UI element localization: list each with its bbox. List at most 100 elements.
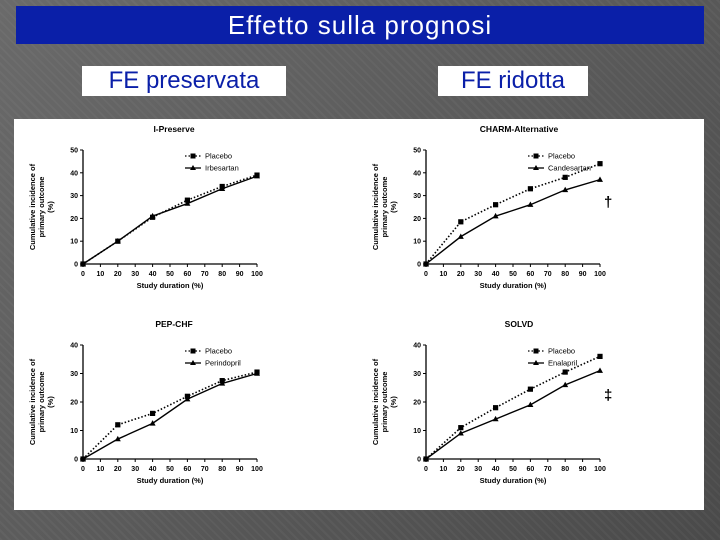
y-axis-label-line: primary outcome bbox=[380, 372, 389, 433]
point-candesartan bbox=[457, 233, 464, 239]
point-irbesartan bbox=[149, 212, 156, 219]
x-tick-label: 0 bbox=[424, 466, 428, 473]
legend-label: Placebo bbox=[205, 347, 232, 356]
x-tick-label: 30 bbox=[474, 466, 482, 473]
y-tick-label: 20 bbox=[70, 216, 78, 223]
point-placebo bbox=[458, 425, 464, 431]
x-tick-label: 90 bbox=[579, 466, 587, 473]
x-tick-label: 40 bbox=[492, 466, 500, 473]
x-tick-label: 10 bbox=[97, 271, 105, 278]
point-perindopril bbox=[80, 455, 86, 462]
x-tick-label: 0 bbox=[424, 271, 428, 278]
legend-label: Perindopril bbox=[205, 359, 241, 368]
point-placebo bbox=[493, 405, 499, 411]
point-candesartan bbox=[527, 201, 534, 207]
y-tick-label: 0 bbox=[417, 457, 421, 464]
point-candesartan bbox=[597, 176, 603, 182]
point-placebo bbox=[184, 197, 190, 203]
legend-label: Candesartan bbox=[548, 164, 591, 173]
x-tick-label: 10 bbox=[440, 271, 448, 278]
y-tick-label: 10 bbox=[70, 239, 78, 246]
point-placebo bbox=[527, 186, 533, 192]
point-placebo bbox=[562, 174, 568, 180]
y-tick-label: 30 bbox=[413, 193, 421, 200]
point-irbesartan bbox=[184, 200, 191, 206]
point-candesartan bbox=[492, 212, 499, 219]
series-line-placebo bbox=[82, 371, 258, 460]
y-tick-label: 20 bbox=[413, 400, 421, 407]
y-tick-label: 50 bbox=[70, 148, 78, 155]
y-tick-label: 0 bbox=[417, 262, 421, 269]
x-tick-label: 60 bbox=[184, 466, 192, 473]
x-tick-label: 70 bbox=[544, 271, 552, 278]
label-fe-preservata: FE preservata bbox=[82, 66, 286, 96]
legend-label: Placebo bbox=[205, 152, 232, 161]
x-tick-label: 40 bbox=[149, 466, 157, 473]
x-tick-label: 80 bbox=[561, 466, 569, 473]
legend-label: Placebo bbox=[548, 347, 575, 356]
x-tick-label: 20 bbox=[114, 271, 122, 278]
point-placebo bbox=[493, 202, 499, 208]
y-axis-label-line: (%) bbox=[46, 201, 55, 213]
x-tick-label: 60 bbox=[184, 271, 192, 278]
point-placebo bbox=[458, 219, 464, 225]
point-candesartan bbox=[562, 186, 569, 193]
point-enalapril bbox=[492, 415, 499, 422]
series-line-irbesartan bbox=[82, 175, 258, 265]
legend-label: Placebo bbox=[548, 152, 575, 161]
x-tick-label: 40 bbox=[149, 271, 157, 278]
x-tick-label: 50 bbox=[509, 271, 517, 278]
point-perindopril bbox=[149, 420, 156, 426]
series-line-perindopril bbox=[82, 372, 258, 460]
x-tick-label: 100 bbox=[251, 271, 263, 278]
legend-marker bbox=[533, 348, 539, 354]
x-tick-label: 10 bbox=[440, 466, 448, 473]
y-axis-label-line: (%) bbox=[389, 201, 398, 213]
y-tick-label: 40 bbox=[70, 343, 78, 350]
point-candesartan bbox=[423, 260, 429, 267]
y-axis-label-line: primary outcome bbox=[380, 177, 389, 238]
x-tick-label: 80 bbox=[218, 466, 226, 473]
slide-title: Effetto sulla prognosi bbox=[16, 6, 704, 44]
point-placebo bbox=[597, 353, 603, 359]
x-tick-label: 70 bbox=[544, 466, 552, 473]
x-tick-label: 70 bbox=[201, 466, 209, 473]
charts-svg: I-Preserve 0 10 20 30 40 50 0 10 20 30 40 50 60 70 80 90… bbox=[28, 124, 612, 485]
y-tick-label: 40 bbox=[70, 170, 78, 177]
chart-title: I-Preserve bbox=[153, 124, 194, 134]
legend-marker bbox=[190, 153, 196, 159]
x-tick-label: 70 bbox=[201, 271, 209, 278]
label-fe-ridotta: FE ridotta bbox=[438, 66, 588, 96]
point-irbesartan bbox=[254, 173, 260, 179]
series-line-enalapril bbox=[425, 370, 601, 460]
x-tick-label: 10 bbox=[97, 466, 105, 473]
y-axis-label-line: Cumulative incidence of bbox=[28, 163, 37, 250]
point-perindopril bbox=[254, 370, 260, 376]
chart-2: PEP-CHF 0 10 20 30 40 0 10 20 30 40 50 60 70 80 90 100 St… bbox=[28, 319, 263, 485]
point-placebo bbox=[115, 422, 121, 428]
x-tick-label: 50 bbox=[166, 271, 174, 278]
x-axis-label: Study duration (%) bbox=[480, 476, 547, 485]
chart-title: PEP-CHF bbox=[155, 319, 192, 329]
y-tick-label: 20 bbox=[413, 216, 421, 223]
point-enalapril bbox=[457, 430, 464, 436]
y-axis-label-line: primary outcome bbox=[37, 177, 46, 238]
x-tick-label: 90 bbox=[579, 271, 587, 278]
y-tick-label: 30 bbox=[70, 371, 78, 378]
point-placebo bbox=[597, 161, 603, 167]
point-placebo bbox=[150, 410, 156, 416]
series-line-candesartan bbox=[425, 178, 601, 265]
y-axis-label: Cumulative incidence of primary outcome (%… bbox=[371, 358, 398, 445]
x-axis-label: Study duration (%) bbox=[137, 476, 204, 485]
y-tick-label: 30 bbox=[70, 193, 78, 200]
significance-symbol: ‡ bbox=[604, 387, 612, 404]
chart-3: SOLVD 0 10 20 30 40 0 10 20 30 40 50 60 70 80 90 100 Stud… bbox=[371, 319, 612, 485]
legend-marker bbox=[533, 360, 539, 365]
y-tick-label: 40 bbox=[413, 343, 421, 350]
legend-label: Irbesartan bbox=[205, 164, 239, 173]
x-tick-label: 60 bbox=[527, 466, 535, 473]
y-tick-label: 10 bbox=[413, 239, 421, 246]
y-tick-label: 10 bbox=[413, 428, 421, 435]
y-axis-label: Cumulative incidence of primary outcome (%… bbox=[371, 163, 398, 250]
x-tick-label: 30 bbox=[131, 271, 139, 278]
